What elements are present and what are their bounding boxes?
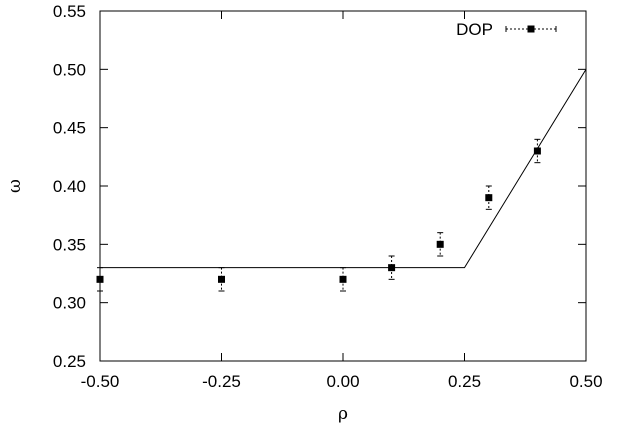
data-point <box>436 240 444 248</box>
y-tick-label: 0.35 <box>53 235 86 254</box>
y-tick-label: 0.25 <box>53 352 86 371</box>
x-axis-ticks: -0.50 -0.25 0.00 0.25 0.50 <box>81 11 603 391</box>
y-tick-label: 0.45 <box>53 119 86 138</box>
x-tick-label: -0.50 <box>81 372 120 391</box>
x-tick-label: 0.50 <box>569 372 602 391</box>
legend: DOP <box>456 20 557 39</box>
data-point <box>485 194 493 202</box>
legend-label: DOP <box>456 20 493 39</box>
data-point <box>388 264 396 272</box>
plot-frame <box>99 10 587 362</box>
x-tick-label: 0.25 <box>448 372 481 391</box>
x-axis-label: ρ <box>338 404 348 424</box>
y-axis-ticks: 0.25 0.30 0.35 0.40 0.45 0.50 0.55 <box>53 2 586 371</box>
y-axis-label: ω <box>5 179 25 193</box>
y-tick-label: 0.40 <box>53 177 86 196</box>
legend-marker <box>527 25 535 33</box>
fit-line-layer <box>100 69 587 269</box>
data-point <box>533 147 541 155</box>
data-point <box>96 275 104 283</box>
x-tick-label: -0.25 <box>202 372 241 391</box>
data-points-layer <box>96 138 541 292</box>
y-tick-label: 0.50 <box>53 60 86 79</box>
fit-line <box>100 69 587 269</box>
y-tick-label: 0.30 <box>53 294 86 313</box>
y-tick-label: 0.55 <box>53 2 86 21</box>
x-tick-label: 0.00 <box>326 372 359 391</box>
data-point <box>218 275 225 283</box>
data-point <box>339 275 347 283</box>
